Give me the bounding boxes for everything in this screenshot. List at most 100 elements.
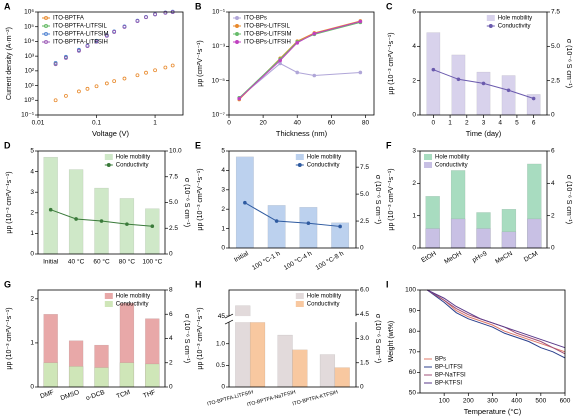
y-axis-label: μp (10⁻³ cm²V⁻¹s⁻¹) bbox=[6, 171, 13, 233]
y2-axis-label: σ (10⁻⁶ S cm⁻¹) bbox=[374, 314, 381, 363]
y-tick-label: 80 bbox=[409, 328, 417, 335]
x-tick-label: DCM bbox=[523, 250, 539, 263]
legend-swatch bbox=[44, 32, 48, 36]
x-tick-label: 80 °C bbox=[119, 258, 136, 266]
x-tick-label: 0.1 bbox=[92, 120, 101, 127]
data-point bbox=[53, 98, 58, 103]
x-tick-label: 100 bbox=[439, 398, 450, 405]
y-tick-label: 10⁴ bbox=[24, 38, 34, 45]
legend-swatch bbox=[235, 40, 239, 44]
axis-break-mark bbox=[224, 313, 234, 319]
y-axis-label: μp (10⁻³ cm²V⁻¹s⁻¹) bbox=[197, 307, 204, 369]
bar bbox=[501, 231, 517, 249]
x-tick-label: 3 bbox=[482, 120, 486, 127]
data-point bbox=[431, 67, 436, 72]
y-axis-label: μp (cm²V⁻¹s⁻¹) bbox=[197, 40, 204, 86]
x-tick-label: 500 bbox=[535, 398, 546, 405]
data-point bbox=[295, 70, 300, 75]
legend-label: Conductivity bbox=[116, 163, 149, 169]
data-point bbox=[77, 89, 81, 94]
panel: Gμp (10⁻³ cm²V⁻¹s⁻¹) σ (10⁻⁶ S cm⁻¹) 0 1 2 0 2… bbox=[4, 279, 190, 402]
y2-axis-label: σ (10⁻⁶ S cm⁻¹) bbox=[183, 314, 190, 363]
y-tick-label: 0 bbox=[221, 384, 225, 391]
bar bbox=[68, 366, 84, 388]
data-point bbox=[94, 39, 99, 44]
plot-area bbox=[426, 289, 566, 359]
data-point bbox=[64, 93, 68, 98]
data-point bbox=[506, 88, 511, 93]
bar bbox=[277, 334, 293, 388]
panel: Hμp (10⁻³ cm²V⁻¹s⁻¹) σ (10⁻⁶ S cm⁻¹) 0 0.5 1… bbox=[195, 279, 381, 408]
axis-break bbox=[225, 316, 360, 323]
panel: C Time (day) μp (10⁻³ cm²V⁻¹s⁻¹) σ (10⁻⁶ S … bbox=[386, 1, 572, 138]
y2-axis-label: σ (10⁻⁶ S cm⁻¹) bbox=[565, 39, 572, 88]
panel: Fμp (10⁻³ cm²V⁻¹s⁻¹) σ (10⁻⁶ S cm⁻¹) 0 1 2 3 0… bbox=[386, 140, 572, 265]
bar bbox=[43, 362, 58, 388]
x-tick-label: pH=9 bbox=[471, 250, 488, 264]
x-tick-label: 1 bbox=[153, 120, 157, 127]
x-tick-label: THF bbox=[142, 389, 156, 400]
y-tick-label: 1 bbox=[30, 340, 34, 347]
x-tick-label: 60 bbox=[328, 120, 336, 127]
y2-tick-label: 1.5 bbox=[360, 359, 369, 366]
legend-swatch bbox=[424, 162, 432, 168]
data-point bbox=[85, 44, 90, 49]
x-tick-label: DMSO bbox=[60, 389, 81, 402]
y2-tick-label: 6.0 bbox=[360, 287, 369, 294]
y-tick-label: 1.0 bbox=[216, 340, 225, 347]
y-tick-label: 3 bbox=[221, 187, 225, 194]
y-tick-label: 0 bbox=[30, 384, 34, 391]
y-tick-label: 3 bbox=[412, 148, 416, 155]
y-tick-label: 5 bbox=[30, 148, 34, 155]
legend-label: BP-LiTFSI bbox=[435, 365, 463, 371]
y-tick-label: 0 bbox=[30, 251, 34, 258]
data-point bbox=[77, 48, 81, 53]
bar bbox=[119, 198, 135, 255]
y-tick-label: 90 bbox=[409, 307, 417, 314]
legend-swatch bbox=[235, 24, 239, 28]
y-axis-label: μp (10⁻³ cm²V⁻¹s⁻¹) bbox=[197, 168, 204, 230]
y-axis-label: μp (10⁻³ cm²V⁻¹s⁻¹) bbox=[388, 32, 395, 94]
legend-swatch bbox=[488, 24, 493, 28]
y-tick-label: 5 bbox=[221, 148, 225, 155]
x-tick-label: 100 °C-1 h bbox=[251, 249, 282, 272]
y-axis-label: Current density (A·m⁻²) bbox=[6, 27, 13, 100]
axes-frame bbox=[228, 11, 375, 116]
x-tick-label: 60 °C bbox=[93, 258, 110, 266]
axes-frame bbox=[419, 150, 548, 249]
data-point bbox=[53, 60, 58, 65]
bar bbox=[299, 207, 318, 249]
y-tick-label: 100 bbox=[405, 287, 416, 294]
y-tick-label: 10⁻⁷ bbox=[212, 112, 226, 119]
x-tick-label: 0 bbox=[227, 120, 231, 127]
y2-tick-label: 0 bbox=[169, 251, 173, 258]
y-tick-label: 0 bbox=[412, 245, 416, 252]
panel: Dμp (10⁻³ cm²V⁻¹s⁻¹) σ (10⁻⁶ S cm⁻¹) 0 1 2 3 4… bbox=[4, 140, 190, 265]
y-tick-label: 10⁻¹ bbox=[212, 9, 226, 16]
plot-area bbox=[53, 9, 175, 103]
y-tick-label: 10⁰ bbox=[24, 96, 34, 104]
y2-tick-label: 4 bbox=[169, 335, 173, 342]
data-point bbox=[135, 19, 140, 24]
x-tick-label: 300 bbox=[487, 398, 498, 405]
legend-label: BP-KTFSI bbox=[435, 381, 462, 387]
legend-swatch bbox=[295, 301, 304, 307]
data-point bbox=[99, 219, 104, 223]
legend-swatch bbox=[424, 154, 432, 160]
y2-tick-label: 4 bbox=[551, 180, 555, 187]
panel-label: E bbox=[195, 140, 201, 150]
y-tick-label: 6 bbox=[412, 9, 416, 16]
axes-frame bbox=[37, 11, 184, 116]
x-tick-label: 40 bbox=[294, 120, 302, 127]
y2-tick-label: 0 bbox=[360, 384, 364, 391]
x-tick-label: MeOH bbox=[443, 250, 463, 266]
plot-area bbox=[235, 156, 350, 249]
legend-label: ITO-BPs-LiTFSIL bbox=[244, 24, 291, 30]
data-point bbox=[274, 219, 279, 223]
x-tick-label: DMF bbox=[39, 389, 55, 400]
panel: I Temperature (°C) Weight (wt%) 50 60 70 80 90 1… bbox=[386, 279, 571, 416]
x-tick-label: TCM bbox=[116, 389, 132, 400]
data-point bbox=[74, 217, 78, 221]
x-axis-label: Thickness (nm) bbox=[276, 129, 328, 138]
x-tick-label: ITO-BPTFA-NaTFSIH bbox=[246, 389, 296, 408]
